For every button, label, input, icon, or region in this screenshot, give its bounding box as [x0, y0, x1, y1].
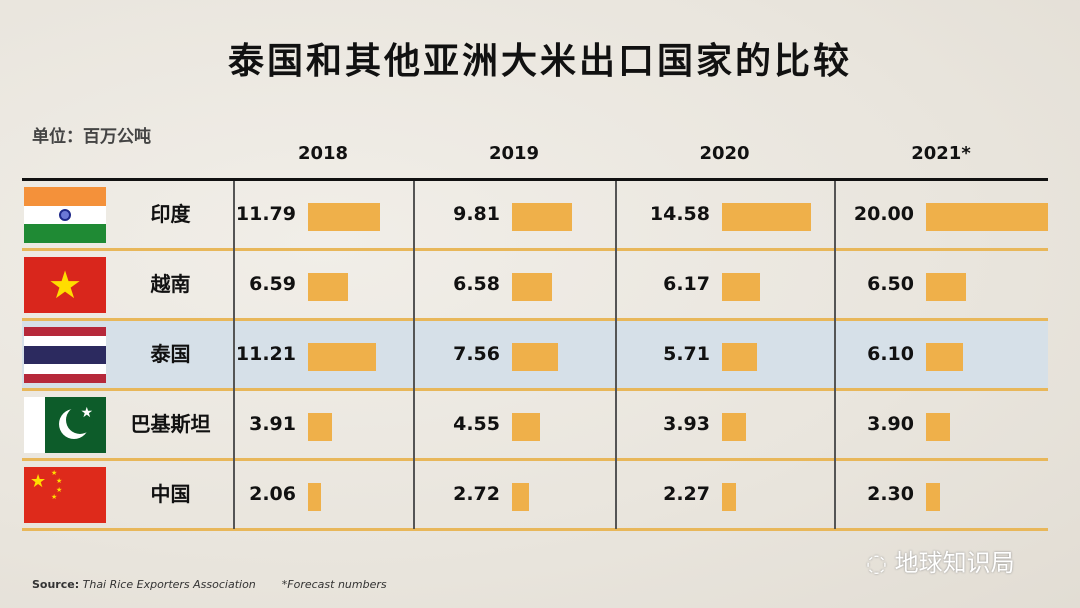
table-row: ★ 巴基斯坦 3.91 4.55 3.93 3.90 [22, 391, 1048, 461]
unit-label: 单位：百万公吨 [32, 127, 151, 147]
bar [722, 413, 746, 441]
data-label: 5.71 [663, 343, 710, 365]
source-label: Source: [32, 578, 80, 591]
table-top-rule [22, 178, 1048, 181]
bar [722, 343, 757, 371]
data-label: 2.27 [663, 483, 710, 505]
column-header: 2019 [488, 143, 540, 164]
country-name: 印度 [150, 202, 191, 226]
source-text: Thai Rice Exporters Association [82, 578, 256, 591]
wechat-icon: ◌ [866, 549, 887, 577]
data-label: 7.56 [453, 343, 500, 365]
data-label: 3.91 [249, 413, 296, 435]
data-label: 6.59 [249, 273, 296, 295]
bar [926, 273, 966, 301]
data-label: 2.72 [453, 483, 500, 505]
data-label: 6.58 [453, 273, 500, 295]
column-header: 2021* [911, 143, 971, 164]
bar [926, 343, 964, 371]
bar [512, 483, 529, 511]
country-name: 中国 [150, 482, 191, 506]
bar [512, 343, 559, 371]
table-row: ★ 越南 6.59 6.58 6.17 6.50 [22, 251, 1048, 321]
data-label: 3.93 [663, 413, 710, 435]
india-flag [24, 187, 106, 243]
country-name: 泰国 [150, 342, 191, 366]
vietnam-flag: ★ [24, 257, 106, 313]
bar [722, 273, 760, 301]
table-row: 泰国 11.21 7.56 5.71 6.10 [22, 321, 1048, 391]
forecast-note: *Forecast numbers [281, 578, 387, 591]
data-label: 9.81 [453, 203, 500, 225]
column-divider [413, 181, 415, 529]
data-label: 14.58 [649, 203, 710, 225]
data-label: 2.30 [867, 483, 914, 505]
country-name: 越南 [150, 272, 191, 296]
data-label: 6.17 [663, 273, 710, 295]
bar [512, 273, 553, 301]
bar [308, 413, 332, 441]
watermark: ◌ 地球知识局 [866, 543, 1015, 578]
thailand-flag [24, 327, 106, 383]
column-divider [834, 181, 836, 529]
data-label: 3.90 [867, 413, 914, 435]
watermark-text: 地球知识局 [894, 549, 1015, 577]
china-flag: ★ ★ ★ ★ ★ [24, 467, 106, 523]
chart-title: 泰国和其他亚洲大米出口国家的比较 [227, 41, 852, 82]
data-label: 6.10 [867, 343, 914, 365]
table-row: ★ ★ ★ ★ ★ 中国 2.06 2.72 2.27 2.30 [22, 461, 1048, 531]
column-divider [233, 181, 235, 529]
data-label: 2.06 [249, 483, 296, 505]
country-name: 巴基斯坦 [130, 412, 211, 436]
bar [512, 203, 572, 231]
bar [926, 413, 950, 441]
data-label: 20.00 [853, 203, 914, 225]
data-label: 11.21 [235, 343, 296, 365]
pakistan-flag: ★ [24, 397, 106, 453]
bar [926, 203, 1048, 231]
bar [308, 273, 349, 301]
bar [512, 413, 540, 441]
bar [722, 483, 736, 511]
column-header: 2020 [699, 143, 750, 164]
data-label: 11.79 [235, 203, 296, 225]
bar [308, 203, 380, 231]
data-label: 6.50 [867, 273, 914, 295]
column-divider [615, 181, 617, 529]
footer: Source: Thai Rice Exporters Association *… [32, 578, 387, 591]
column-header: 2018 [297, 143, 349, 164]
bar [308, 343, 377, 371]
table-row: 印度 11.79 9.81 14.58 20.00 [22, 181, 1048, 251]
bar [722, 203, 811, 231]
data-label: 4.55 [453, 413, 500, 435]
bar [926, 483, 941, 511]
bar [308, 483, 321, 511]
